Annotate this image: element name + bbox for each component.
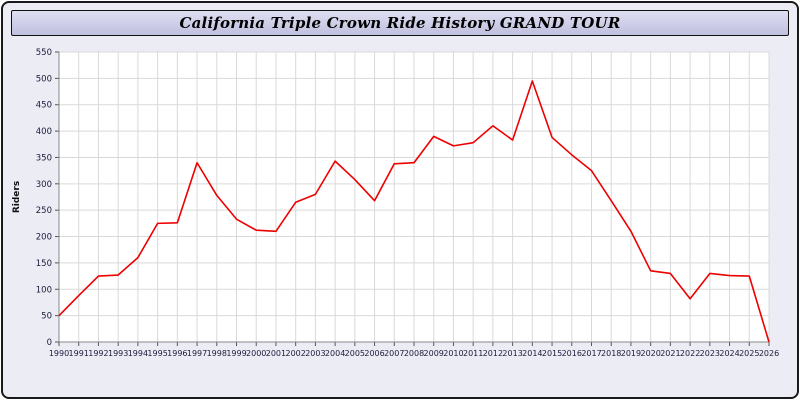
svg-text:2008: 2008 xyxy=(404,349,424,358)
svg-text:1990: 1990 xyxy=(49,349,69,358)
svg-text:550: 550 xyxy=(36,48,52,58)
svg-text:500: 500 xyxy=(36,74,52,84)
svg-text:1997: 1997 xyxy=(187,349,207,358)
svg-text:2023: 2023 xyxy=(700,349,720,358)
svg-text:2017: 2017 xyxy=(581,349,601,358)
y-axis-label: Riders xyxy=(12,181,22,213)
svg-text:2005: 2005 xyxy=(345,349,365,358)
svg-text:2001: 2001 xyxy=(266,349,286,358)
svg-text:250: 250 xyxy=(36,206,52,216)
svg-text:0: 0 xyxy=(47,338,52,348)
svg-text:2007: 2007 xyxy=(384,349,404,358)
svg-text:2012: 2012 xyxy=(483,349,503,358)
svg-text:2019: 2019 xyxy=(621,349,641,358)
svg-text:200: 200 xyxy=(36,233,52,243)
svg-text:2011: 2011 xyxy=(463,349,483,358)
svg-text:2003: 2003 xyxy=(305,349,325,358)
chart-title-bar: California Triple Crown Ride History GRA… xyxy=(11,10,789,36)
svg-text:2024: 2024 xyxy=(719,349,739,358)
svg-text:150: 150 xyxy=(36,259,52,269)
svg-text:1996: 1996 xyxy=(167,349,187,358)
svg-text:2014: 2014 xyxy=(522,349,542,358)
svg-text:2006: 2006 xyxy=(364,349,384,358)
chart-title: California Triple Crown Ride History GRA… xyxy=(179,14,621,32)
svg-text:2026: 2026 xyxy=(759,349,779,358)
svg-text:2020: 2020 xyxy=(640,349,660,358)
riders-series-line xyxy=(58,80,770,343)
svg-text:1991: 1991 xyxy=(69,349,89,358)
svg-text:50: 50 xyxy=(41,312,52,322)
svg-text:100: 100 xyxy=(36,285,52,295)
svg-text:1999: 1999 xyxy=(226,349,246,358)
svg-text:1995: 1995 xyxy=(147,349,167,358)
chart-region: 1990 1991 1992 1993 1994 1995 1996 1997 1998 1999… xyxy=(7,42,793,397)
svg-text:1998: 1998 xyxy=(207,349,227,358)
svg-text:2022: 2022 xyxy=(680,349,700,358)
svg-text:450: 450 xyxy=(36,101,52,111)
svg-text:2025: 2025 xyxy=(739,349,759,358)
svg-text:300: 300 xyxy=(36,180,52,190)
svg-text:1994: 1994 xyxy=(128,349,148,358)
svg-text:400: 400 xyxy=(36,127,52,137)
svg-text:2000: 2000 xyxy=(246,349,266,358)
svg-text:2013: 2013 xyxy=(502,349,522,358)
svg-text:2018: 2018 xyxy=(601,349,621,358)
svg-text:1993: 1993 xyxy=(108,349,128,358)
svg-text:2016: 2016 xyxy=(562,349,582,358)
svg-text:2015: 2015 xyxy=(542,349,562,358)
line-chart: 1990 1991 1992 1993 1994 1995 1996 1997 1998 1999… xyxy=(12,48,779,358)
svg-text:2021: 2021 xyxy=(660,349,680,358)
svg-text:1992: 1992 xyxy=(88,349,108,358)
svg-text:2009: 2009 xyxy=(424,349,444,358)
svg-text:2010: 2010 xyxy=(443,349,463,358)
svg-text:2002: 2002 xyxy=(285,349,305,358)
svg-text:2004: 2004 xyxy=(325,349,345,358)
svg-text:350: 350 xyxy=(36,153,52,163)
